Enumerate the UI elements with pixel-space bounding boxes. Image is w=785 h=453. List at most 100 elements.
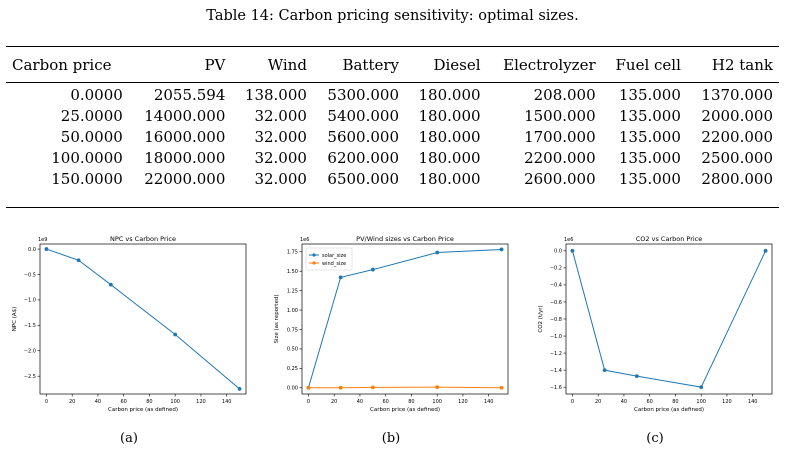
npc-chart: NPC vs Carbon Price 1e9 0 20 40 60 80 100 120 140… [12, 235, 247, 413]
table-cell: 1700.000 [524, 127, 596, 146]
table-cell: 32.000 [254, 127, 307, 146]
table-cell: 2500.000 [701, 148, 773, 167]
chart1-legend [305, 247, 353, 271]
table-cell: 180.000 [418, 85, 481, 104]
header-carbon-price: Carbon price [12, 56, 112, 74]
chart2-x-tick-label: 80 [672, 399, 678, 405]
chart0-series-0-point [44, 247, 49, 251]
chart0-x-tick-label: 20 [69, 399, 75, 405]
chart0-series-0-point [76, 258, 81, 263]
table-row: 100.0000 18000.000 32.000 6200.000 180.0… [6, 147, 779, 168]
chart1-y-tick-label: 0.75 [287, 327, 298, 333]
chart2-x-tick-label: 0 [571, 399, 574, 405]
chart1-series-1-point [370, 385, 375, 390]
table-cell: 135.000 [618, 169, 681, 188]
chart1-y-tick-label: 1.00 [287, 308, 298, 314]
table-cell: 1500.000 [524, 106, 596, 125]
chart2-x-tick-label: 100 [696, 399, 706, 405]
chart1-y-tick-label: 1.50 [287, 269, 298, 275]
chart2-offset-text: 1e6 [564, 237, 573, 243]
chart0-title: NPC vs Carbon Price [110, 235, 176, 243]
table-cell: 18000.000 [144, 148, 226, 167]
chart2-series-0-point [699, 385, 704, 390]
table-cell: 180.000 [418, 127, 481, 146]
chart0-y-tick-label: −2.0 [24, 349, 36, 355]
chart0-y-tick-label: −2.5 [24, 374, 36, 380]
header-electrolyzer: Electrolyzer [503, 56, 596, 74]
table-cell: 2800.000 [701, 169, 773, 188]
chart2-y-tick-label: −0.6 [550, 300, 562, 306]
table-row: 0.0000 2055.594 138.000 5300.000 180.000… [6, 80, 779, 105]
chart2-series-0-point [570, 248, 575, 253]
table-cell: 2200.000 [701, 127, 773, 146]
table-caption: Table 14: Carbon pricing sensitivity: op… [206, 8, 579, 24]
table-cell: 1370.000 [701, 85, 773, 104]
chart1-series-0-point [435, 250, 440, 255]
chart1-x-axis-label: Carbon price (as defined) [370, 407, 440, 413]
chart1-title: PV/Wind sizes vs Carbon Price [356, 235, 454, 243]
table-cell: 22000.000 [144, 169, 226, 188]
table-cell: 6500.000 [327, 169, 399, 188]
chart0-y-tick-label: 0.0 [28, 247, 36, 253]
chart1-series-0-point [499, 247, 504, 252]
chart2-series-0-point [602, 368, 607, 373]
table-cell: 16000.000 [144, 127, 226, 146]
chart2-y-tick-label: −0.4 [550, 283, 562, 289]
table-header-row: Carbon price PV Wind Battery Diesel Elec… [6, 50, 779, 80]
chart2-x-tick-label: 60 [647, 399, 653, 405]
sizes-table: Carbon price PV Wind Battery Diesel Elec… [6, 50, 779, 189]
table-cell: 135.000 [618, 127, 681, 146]
chart0-x-axis-label: Carbon price (as defined) [108, 407, 178, 413]
chart0-series-0-point [108, 282, 113, 287]
table-header-rule [6, 82, 779, 83]
chart1-series-1-point [338, 385, 343, 390]
chart2-series-0-point [763, 248, 768, 253]
chart0-x-tick-label: 60 [121, 399, 127, 405]
co2-plot: CO2 vs Carbon Price 1e6 0 20 40 60 80 100 120 140… [530, 232, 780, 417]
chart1-series-1-point [306, 385, 311, 390]
chart2-y-axis-label: CO2 (t/yr) [538, 305, 544, 332]
chart0-y-tick-label: −1.0 [24, 298, 36, 304]
chart1-series-1-point [435, 385, 440, 390]
chart2-series-0-line [571, 250, 767, 388]
table-cell: 6200.000 [327, 148, 399, 167]
chart2-x-tick-label: 140 [748, 399, 758, 405]
chart1-x-tick-label: 140 [484, 399, 494, 405]
table-cell: 5300.000 [327, 85, 399, 104]
chart0-x-tick-label: 0 [45, 399, 48, 405]
chart1-axes-frame [301, 243, 509, 395]
table-cell: 25.0000 [60, 106, 123, 125]
chart2-x-tick-label: 20 [595, 399, 601, 405]
table-cell: 5600.000 [327, 127, 399, 146]
chart0-x-tick-label: 80 [146, 399, 152, 405]
chart0-x-tick-label: 100 [170, 399, 180, 405]
chart1-y-tick-label: 0.00 [287, 386, 298, 392]
table-cell: 100.0000 [51, 148, 123, 167]
table-cell: 5400.000 [327, 106, 399, 125]
header-h2-tank: H2 tank [711, 56, 773, 74]
table-cell: 14000.000 [144, 106, 226, 125]
table-cell: 2000.000 [701, 106, 773, 125]
chart2-y-tick-label: −0.8 [550, 317, 562, 323]
table-cell: 50.0000 [60, 127, 123, 146]
npc-plot: NPC vs Carbon Price 1e9 0 20 40 60 80 100 120 140… [4, 232, 254, 417]
chart1-series-1-point [499, 385, 504, 390]
header-diesel: Diesel [433, 56, 481, 74]
chart1-offset-text: 1e6 [300, 237, 309, 243]
chart0-y-tick-label: −1.5 [24, 323, 36, 329]
size-plot: PV/Wind sizes vs Carbon Price 1e6 0 20 40 60 8… [266, 232, 516, 417]
chart1-legend-label: solar_size [322, 253, 346, 259]
chart1-y-axis-label: Size (as reported) [274, 295, 280, 344]
chart1-x-tick-label: 80 [408, 399, 414, 405]
chart0-y-axis-label: NPC (A$) [12, 307, 18, 332]
chart0-y-tick-label: −0.5 [24, 272, 36, 278]
chart2-title: CO2 vs Carbon Price [636, 235, 703, 243]
table-bottom-rule [6, 207, 779, 209]
chart0-offset-text: 1e9 [38, 237, 47, 243]
table-cell: 135.000 [618, 148, 681, 167]
table-cell: 2055.594 [153, 85, 226, 104]
table-cell: 0.0000 [70, 85, 123, 104]
chart1-x-tick-label: 60 [383, 399, 389, 405]
chart0-series-0-point [237, 387, 242, 391]
chart0-x-tick-label: 40 [95, 399, 101, 405]
